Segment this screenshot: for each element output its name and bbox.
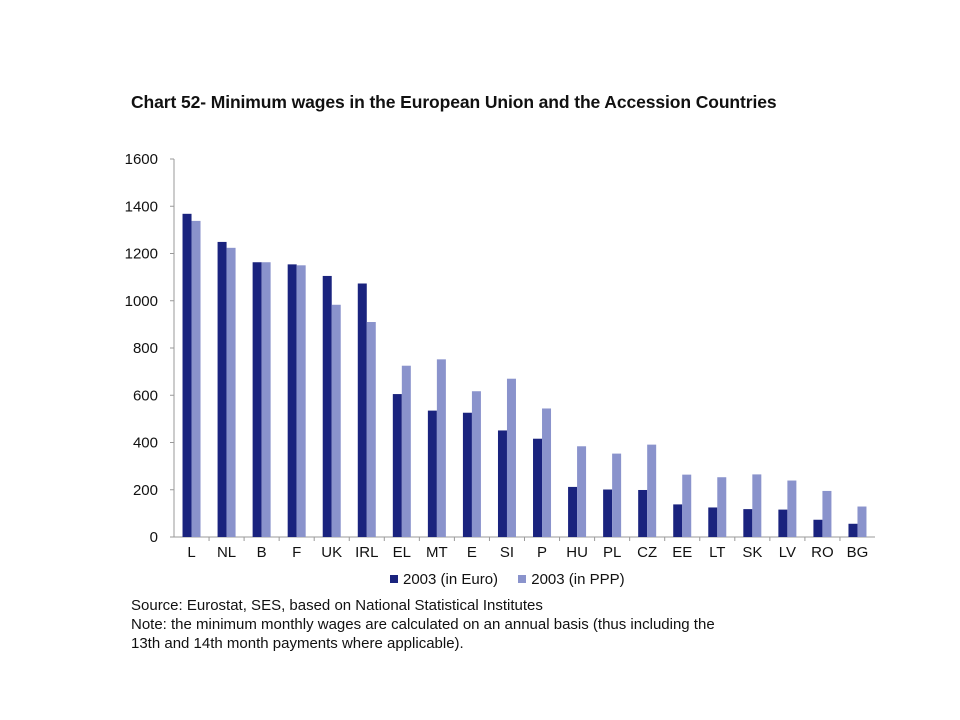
note-text-line-2: 13th and 14th month payments where appli… xyxy=(131,635,464,652)
bar-euro-F xyxy=(287,264,297,537)
bar-euro-IRL xyxy=(357,283,367,537)
bar-ppp-P xyxy=(542,408,552,537)
bar-euro-MT xyxy=(427,410,437,537)
bar-ppp-SK xyxy=(752,474,762,537)
bar-ppp-MT xyxy=(436,359,446,537)
x-tick-label: EL xyxy=(393,544,411,561)
legend-swatch-euro xyxy=(390,575,398,583)
bar-euro-RO xyxy=(813,519,823,537)
bar-ppp-UK xyxy=(331,304,341,537)
bar-euro-SK xyxy=(743,509,753,537)
legend: 2003 (in Euro) 2003 (in PPP) xyxy=(390,570,641,588)
x-tick-label: F xyxy=(292,544,301,561)
bar-ppp-BG xyxy=(857,506,867,537)
bar-ppp-CZ xyxy=(647,444,657,537)
bar-ppp-B xyxy=(261,262,271,537)
bar-euro-LV xyxy=(778,509,788,537)
legend-label-ppp: 2003 (in PPP) xyxy=(531,570,625,588)
x-tick-label: MT xyxy=(426,544,448,561)
x-tick-label: RO xyxy=(811,544,834,561)
bar-euro-HU xyxy=(568,486,578,537)
note-text-line-1: Note: the minimum monthly wages are calc… xyxy=(131,616,715,633)
bar-ppp-EE xyxy=(682,474,692,537)
y-tick-label: 1200 xyxy=(125,246,158,263)
x-tick-label: L xyxy=(187,544,195,561)
legend-item-ppp: 2003 (in PPP) xyxy=(518,570,625,588)
bar-ppp-HU xyxy=(577,446,587,537)
bar-ppp-PL xyxy=(612,453,622,537)
x-tick-label: E xyxy=(467,544,477,561)
x-tick-label: BG xyxy=(847,544,869,561)
bar-ppp-SI xyxy=(506,378,516,537)
bar-euro-BG xyxy=(848,523,858,537)
x-tick-label: CZ xyxy=(637,544,657,561)
y-tick-label: 400 xyxy=(133,435,158,452)
y-tick-label: 1000 xyxy=(125,293,158,310)
bar-euro-E xyxy=(462,412,472,537)
legend-item-euro: 2003 (in Euro) xyxy=(390,571,498,588)
bar-euro-L xyxy=(182,213,192,537)
x-tick-label: PL xyxy=(603,544,621,561)
bar-euro-UK xyxy=(322,275,332,537)
x-tick-label: SI xyxy=(500,544,514,561)
x-tick-label: SK xyxy=(742,544,762,561)
x-tick-label: LV xyxy=(779,544,796,561)
y-tick-label: 600 xyxy=(133,387,158,404)
bar-ppp-NL xyxy=(226,247,236,537)
bar-euro-LT xyxy=(708,507,718,537)
y-tick-label: 200 xyxy=(133,482,158,499)
x-tick-label: LT xyxy=(709,544,725,561)
y-tick-label: 1600 xyxy=(125,151,158,168)
bar-euro-EL xyxy=(392,394,402,537)
bar-ppp-EL xyxy=(401,365,411,537)
x-tick-label: EE xyxy=(672,544,692,561)
bar-euro-P xyxy=(533,438,543,537)
x-tick-label: HU xyxy=(566,544,588,561)
bar-euro-PL xyxy=(603,489,613,537)
x-tick-label: P xyxy=(537,544,547,561)
x-tick-label: B xyxy=(257,544,267,561)
legend-label-euro: 2003 (in Euro) xyxy=(403,570,499,588)
y-tick-label: 0 xyxy=(150,529,158,546)
bar-euro-SI xyxy=(497,430,507,537)
axes xyxy=(170,158,875,541)
bar-ppp-LV xyxy=(787,480,797,537)
bar-euro-NL xyxy=(217,241,227,537)
y-tick-labels: 0 200 400 600 800 1000 1200 1400 1600 xyxy=(125,151,158,546)
bar-ppp-LT xyxy=(717,477,727,537)
bar-euro-B xyxy=(252,262,262,537)
bar-ppp-E xyxy=(471,391,481,537)
x-tick-labels: L NL B F UK IRL EL MT E SI P HU PL CZ EE LT SK LV RO BG xyxy=(187,544,868,561)
bar-euro-EE xyxy=(673,504,683,537)
legend-swatch-ppp xyxy=(518,575,527,583)
x-tick-label: IRL xyxy=(355,544,378,561)
y-tick-label: 800 xyxy=(133,340,158,357)
bar-ppp-RO xyxy=(822,490,832,537)
bar-euro-CZ xyxy=(638,489,648,537)
bar-ppp-F xyxy=(296,265,306,537)
y-tick-label: 1400 xyxy=(125,198,158,215)
bars xyxy=(182,213,867,537)
x-tick-label: UK xyxy=(321,544,342,561)
chart-title: Chart 52- Minimum wages in the European … xyxy=(131,92,777,112)
x-tick-label: NL xyxy=(217,544,236,561)
source-text: Source: Eurostat, SES, based on National… xyxy=(131,597,543,614)
source-notes: Source: Eurostat, SES, based on National… xyxy=(131,596,715,653)
bar-ppp-L xyxy=(191,220,201,537)
bar-ppp-IRL xyxy=(366,322,376,537)
